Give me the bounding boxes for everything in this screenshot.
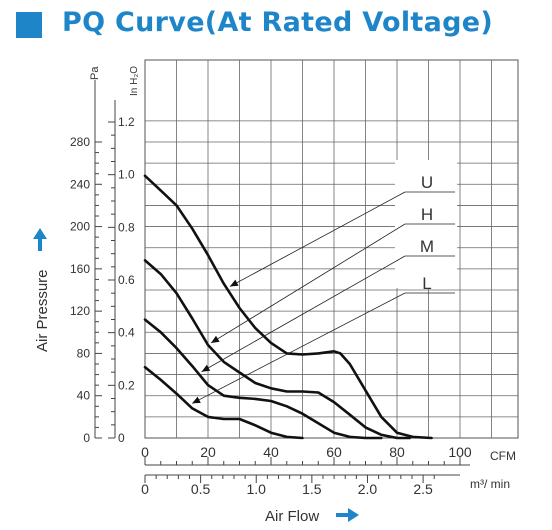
y-tick-label-pa: 280 bbox=[70, 135, 90, 149]
chart-title: PQ Curve(At Rated Voltage) bbox=[62, 7, 494, 38]
y-axis-arrowhead-icon bbox=[33, 228, 47, 239]
leader-arrow-icon bbox=[201, 364, 211, 372]
y-tick-label-inh2o: 0.6 bbox=[118, 273, 135, 287]
y-tick-label-inh2o: 1.0 bbox=[118, 168, 135, 182]
y-tick-label-pa: 160 bbox=[70, 262, 90, 276]
plot-frame bbox=[144, 59, 519, 439]
x-tick-label-m3: 0.5 bbox=[191, 481, 211, 497]
axes: 04080120160200240280Pa00.20.40.60.81.01.… bbox=[33, 66, 516, 522]
legend-label-l: L bbox=[422, 274, 431, 293]
plot-grid bbox=[144, 59, 519, 439]
x-tick-label-cfm: 60 bbox=[326, 444, 342, 460]
leader-line-m bbox=[201, 255, 406, 373]
legend-label-h: H bbox=[421, 205, 433, 224]
x-axis-arrow-icon bbox=[336, 513, 350, 517]
y-tick-label-inh2o: 0 bbox=[118, 431, 125, 445]
x-axis-title: Air Flow bbox=[265, 508, 319, 525]
y-tick-label-pa: 200 bbox=[70, 220, 90, 234]
x-tick-label-cfm: 40 bbox=[263, 444, 279, 460]
curve-m bbox=[143, 318, 383, 440]
x-tick-label-m3: 1.0 bbox=[247, 481, 267, 497]
leader-arrow-icon bbox=[211, 335, 220, 343]
leader-line-u bbox=[229, 191, 406, 287]
y-tick-label-pa: 240 bbox=[70, 177, 90, 191]
x-axis-arrowhead-icon bbox=[348, 508, 359, 522]
x-tick-label-m3: 0 bbox=[141, 481, 149, 497]
y-tick-label-inh2o: 0.8 bbox=[118, 220, 135, 234]
x-tick-label-cfm: 20 bbox=[200, 444, 216, 460]
y-axis-arrow-icon bbox=[38, 237, 42, 251]
leader-line-h bbox=[210, 223, 406, 344]
legend-label-u: U bbox=[421, 173, 433, 192]
x-tick-label-m3: 1.5 bbox=[302, 481, 322, 497]
x-tick-label-cfm: 80 bbox=[389, 444, 405, 460]
x-tick-label-m3: 2.0 bbox=[358, 481, 378, 497]
x-tick-label-m3: 2.5 bbox=[413, 481, 433, 497]
curve-h bbox=[143, 259, 411, 440]
leader-arrow-icon bbox=[229, 279, 239, 287]
curve-l bbox=[143, 365, 304, 440]
y-tick-label-pa: 40 bbox=[77, 389, 91, 403]
y-tick-label-pa: 120 bbox=[70, 304, 90, 318]
x-tick-label-cfm: 0 bbox=[141, 444, 149, 460]
y-unit-pa: Pa bbox=[89, 66, 101, 80]
x-unit-m3: m³/ min bbox=[470, 477, 510, 491]
y-tick-label-inh2o: 0.2 bbox=[118, 378, 135, 392]
y-tick-label-pa: 80 bbox=[77, 346, 91, 360]
curve-u bbox=[143, 174, 433, 440]
title-marker bbox=[16, 12, 42, 38]
x-unit-cfm: CFM bbox=[490, 449, 516, 463]
y-axis-title: Air Pressure bbox=[34, 269, 51, 352]
y-tick-label-inh2o: 1.2 bbox=[118, 115, 135, 129]
series-curves bbox=[143, 174, 433, 440]
legend-label-m: M bbox=[420, 237, 434, 256]
y-unit-inh2o: In H₂O bbox=[129, 66, 140, 96]
y-tick-label-pa: 0 bbox=[83, 431, 90, 445]
leader-arrow-icon bbox=[192, 396, 201, 404]
x-tick-label-cfm: 100 bbox=[448, 444, 472, 460]
y-tick-label-inh2o: 0.4 bbox=[118, 326, 135, 340]
leader-line-l bbox=[191, 292, 406, 404]
